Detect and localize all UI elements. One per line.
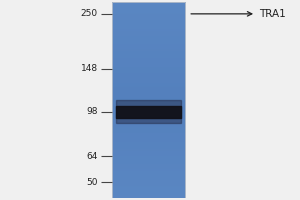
Text: 64: 64 [87, 152, 98, 161]
Text: 148: 148 [81, 64, 98, 73]
Text: 50: 50 [86, 178, 98, 187]
Text: TRA1: TRA1 [191, 9, 286, 19]
Text: 98: 98 [86, 107, 98, 116]
Bar [116, 100, 181, 123]
Bar [112, 2, 185, 198]
Text: 250: 250 [81, 9, 98, 18]
Bar [116, 106, 181, 118]
